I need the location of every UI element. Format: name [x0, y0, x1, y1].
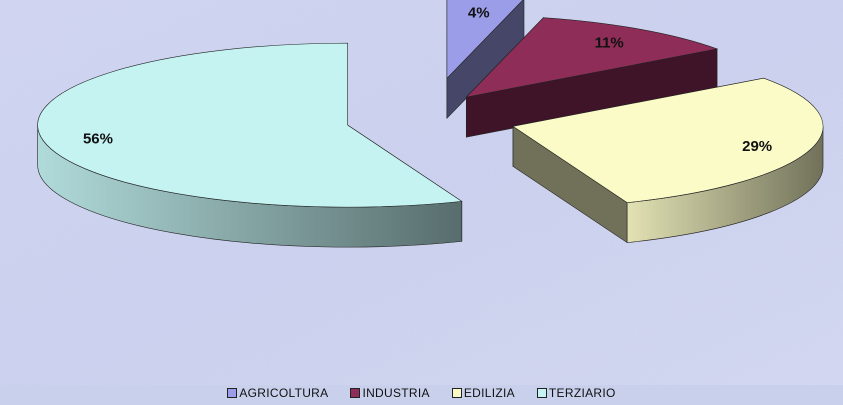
slice-top-terziario	[37, 42, 463, 208]
data-label-industria: 11%	[595, 34, 624, 51]
chart-legend: AGRICOLTURA INDUSTRIA EDILIZIA TERZIARIO	[0, 386, 843, 400]
slices-layer	[37, 0, 824, 248]
legend-item-industria: INDUSTRIA	[350, 386, 430, 400]
slice-industria	[465, 16, 719, 138]
slice-top-edilizia	[512, 77, 824, 203]
legend-item-agricoltura: AGRICOLTURA	[227, 386, 328, 400]
legend-label-edilizia: EDILIZIA	[463, 386, 515, 400]
data-label-terziario: 56%	[83, 131, 113, 148]
legend-item-edilizia: EDILIZIA	[451, 386, 515, 400]
data-label-edilizia: 29%	[742, 138, 772, 155]
slice-top-agricoltura	[446, 0, 524, 80]
legend-label-terziario: TERZIARIO	[548, 386, 616, 400]
legend-label-industria: INDUSTRIA	[362, 386, 430, 400]
slice-top-industria	[465, 17, 719, 98]
slice-edilizia	[512, 77, 824, 244]
pie-chart: 4% 11% 29% 56%	[0, 0, 843, 385]
legend-swatch-terziario	[536, 388, 547, 398]
legend-item-terziario: TERZIARIO	[536, 386, 616, 400]
slice-terziario	[37, 42, 463, 248]
legend-swatch-edilizia	[451, 388, 462, 398]
data-label-agricoltura: 4%	[468, 5, 490, 22]
legend-label-agricoltura: AGRICOLTURA	[239, 386, 329, 400]
legend-swatch-agricoltura	[227, 388, 238, 398]
labels-layer: 4% 11% 29% 56%	[83, 5, 772, 156]
legend-swatch-industria	[350, 388, 361, 398]
